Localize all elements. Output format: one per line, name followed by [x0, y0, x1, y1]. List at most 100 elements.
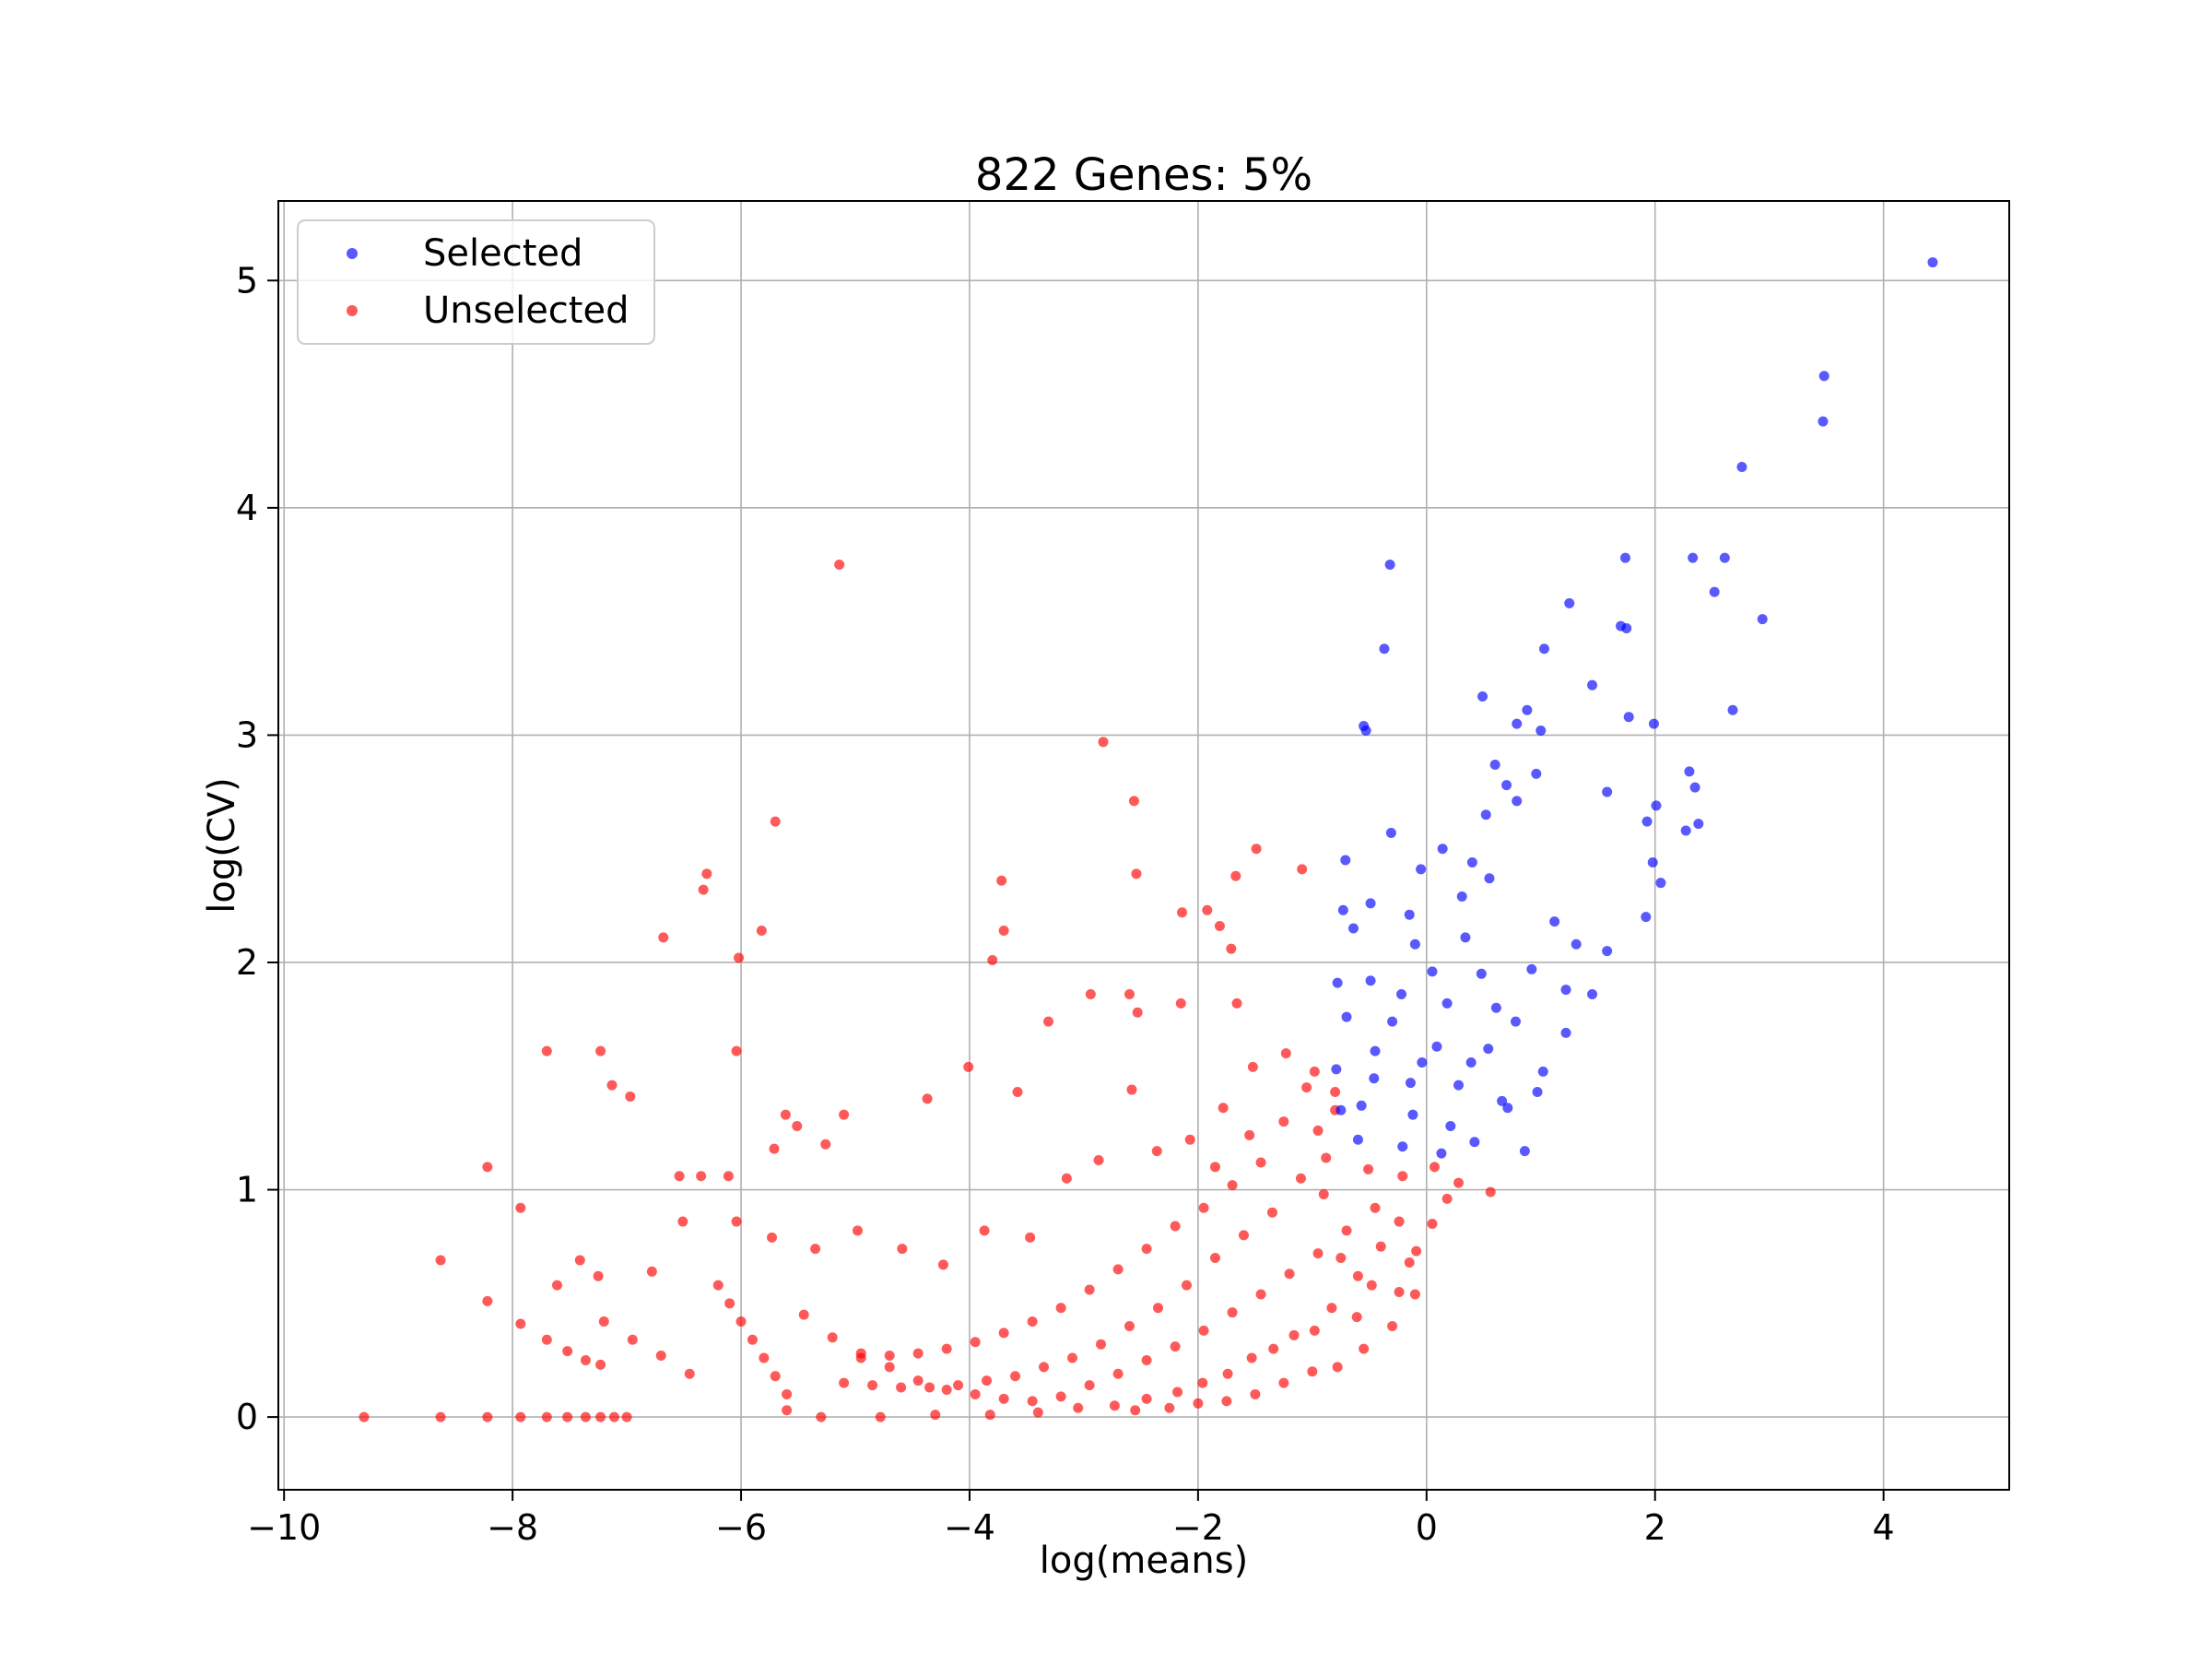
selected-point	[1512, 718, 1523, 729]
selected-point	[1641, 912, 1652, 923]
unselected-point	[1055, 1303, 1066, 1314]
selected-point	[1476, 968, 1487, 979]
unselected-point	[1227, 1180, 1238, 1191]
y-tick-label: 2	[236, 942, 258, 983]
unselected-point	[1278, 1377, 1289, 1388]
unselected-point	[782, 1405, 793, 1416]
selected-point	[1445, 1121, 1456, 1132]
unselected-point	[1032, 1407, 1043, 1418]
x-tick-label: 2	[1644, 1507, 1666, 1548]
unselected-point	[759, 1352, 770, 1363]
unselected-point	[1221, 1396, 1232, 1407]
unselected-point	[515, 1411, 526, 1422]
unselected-point	[897, 1244, 908, 1255]
selected-point	[1587, 679, 1598, 690]
unselected-point	[767, 1232, 778, 1243]
legend-box	[297, 219, 655, 345]
selected-point	[1365, 898, 1376, 909]
unselected-point	[1387, 1320, 1398, 1331]
unselected-point	[1202, 904, 1213, 915]
unselected-point	[867, 1380, 878, 1391]
unselected-point	[1152, 1303, 1163, 1314]
legend: Selected Unselected	[297, 219, 655, 345]
selected-point	[1489, 759, 1500, 770]
y-tick-label: 1	[236, 1170, 258, 1210]
unselected-point	[1226, 943, 1237, 954]
unselected-point	[359, 1411, 370, 1422]
unselected-point	[816, 1411, 827, 1422]
unselected-point	[677, 1216, 688, 1227]
plot-frame	[277, 200, 2010, 1491]
unselected-point	[855, 1352, 866, 1363]
selected-point	[1341, 1011, 1352, 1022]
unselected-point	[1170, 1221, 1181, 1232]
unselected-point	[574, 1255, 585, 1266]
unselected-point	[595, 1359, 606, 1370]
selected-point	[1927, 257, 1938, 268]
unselected-point	[1309, 1325, 1320, 1336]
selected-point	[1340, 855, 1351, 866]
unselected-point	[834, 559, 845, 570]
unselected-point	[598, 1316, 609, 1328]
unselected-point	[1124, 988, 1135, 999]
unselected-point	[1394, 1286, 1405, 1297]
unselected-point	[1268, 1343, 1279, 1354]
x-tick-label: 0	[1416, 1507, 1438, 1548]
unselected-point	[1128, 796, 1139, 807]
unselected-point	[998, 1393, 1009, 1404]
x-tick-label: −4	[944, 1507, 995, 1548]
unselected-point	[1404, 1257, 1415, 1268]
unselected-point	[979, 1225, 990, 1236]
unselected-point	[1141, 1393, 1152, 1404]
unselected-point	[1098, 737, 1109, 748]
selected-point	[1719, 552, 1730, 563]
selected-point	[1602, 786, 1613, 797]
unselected-point	[1172, 1387, 1183, 1398]
selected-point	[1688, 552, 1699, 563]
selected-point	[1680, 825, 1691, 836]
unselected-point	[541, 1411, 552, 1422]
unselected-point	[998, 925, 1009, 936]
selected-point	[1641, 816, 1653, 827]
unselected-point	[941, 1343, 952, 1354]
unselected-point	[515, 1318, 526, 1329]
unselected-point	[1251, 844, 1262, 855]
unselected-point	[1485, 1186, 1496, 1198]
selected-point	[1409, 938, 1420, 950]
unselected-point	[1278, 1116, 1289, 1127]
unselected-point	[1198, 1325, 1209, 1336]
selected-point	[1384, 559, 1395, 570]
selected-point	[1417, 1056, 1428, 1068]
unselected-point	[1284, 1269, 1295, 1280]
unselected-point	[1126, 1084, 1137, 1095]
unselected-point	[625, 1091, 636, 1102]
selected-point	[1502, 1103, 1513, 1114]
x-tick-label: −8	[487, 1507, 538, 1548]
unselected-point	[1112, 1368, 1124, 1379]
selected-point	[1519, 1146, 1530, 1157]
unselected-point	[735, 1316, 747, 1328]
selected-point	[1436, 1148, 1447, 1159]
selected-point	[1490, 1002, 1501, 1013]
legend-label-selected: Selected	[423, 232, 582, 275]
unselected-point	[1326, 1303, 1337, 1314]
selected-point	[1655, 878, 1666, 889]
unselected-point	[1359, 1343, 1370, 1354]
unselected-point	[769, 1143, 780, 1154]
selected-point	[1387, 1016, 1398, 1027]
selected-point	[1560, 985, 1571, 996]
unselected-point	[1141, 1354, 1152, 1365]
selected-point	[1331, 1064, 1342, 1075]
unselected-point	[1025, 1232, 1036, 1243]
selected-point	[1396, 988, 1407, 999]
unselected-point	[1307, 1366, 1318, 1377]
unselected-point	[1084, 1284, 1095, 1295]
unselected-point	[1441, 1193, 1453, 1204]
unselected-point	[712, 1280, 724, 1291]
selected-point	[1512, 796, 1523, 807]
unselected-point	[1109, 1400, 1120, 1411]
selected-point	[1648, 718, 1659, 729]
unselected-point	[1453, 1177, 1465, 1188]
unselected-point	[1039, 1362, 1050, 1373]
